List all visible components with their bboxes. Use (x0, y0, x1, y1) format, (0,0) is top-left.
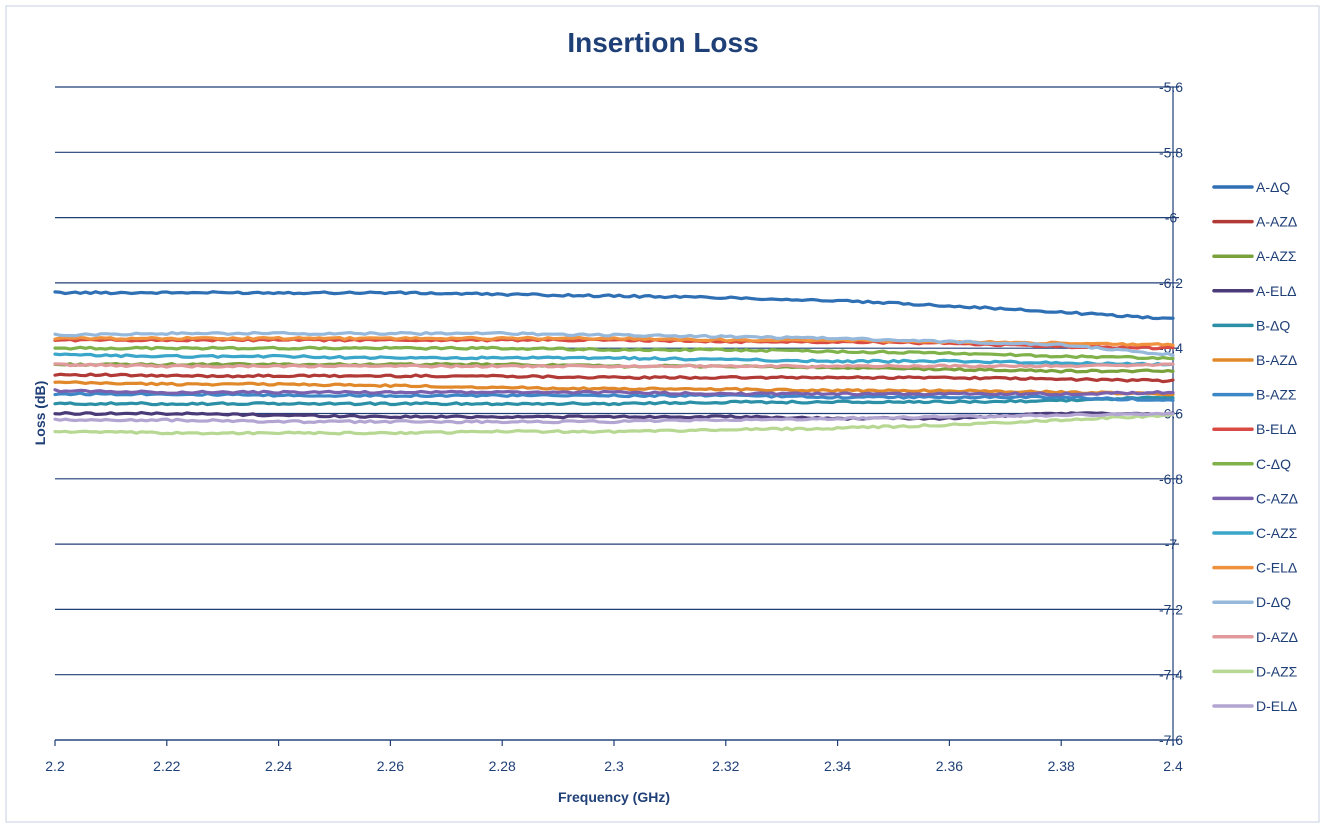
y-tick-label: -5.6 (1159, 79, 1183, 95)
x-axis-title: Frequency (GHz) (558, 789, 670, 805)
y-tick-label: -6.2 (1159, 275, 1183, 291)
y-tick-label: -7.6 (1159, 732, 1183, 748)
series-line-16 (53, 411, 1175, 425)
x-tick-label: 2.22 (153, 758, 180, 774)
legend-label-13: D-ΔQ (1256, 594, 1291, 610)
legend-label-5: B-ΔQ (1256, 317, 1290, 333)
x-tick-label: 2.32 (712, 758, 739, 774)
series-line-5 (53, 395, 1175, 407)
legend-label-14: D-AZΔ (1256, 629, 1298, 645)
legend-label-3: A-AZΣ (1256, 248, 1297, 264)
legend-label-10: C-AZΔ (1256, 490, 1298, 506)
x-tick-label: 2.3 (604, 758, 624, 774)
x-tick-label: 2.34 (824, 758, 851, 774)
legend-label-9: C-ΔQ (1256, 456, 1291, 472)
series-line-11 (53, 352, 1175, 367)
y-axis-title: Loss (dB) (32, 381, 48, 446)
series-line-15 (53, 412, 1175, 436)
legend-label-8: B-ELΔ (1256, 421, 1296, 437)
legend-label-2: A-AZΔ (1256, 214, 1297, 230)
series-line-6 (53, 380, 1175, 397)
legend-label-1: A-ΔQ (1256, 179, 1290, 195)
legend-label-4: A-ELΔ (1256, 283, 1296, 299)
y-tick-label: -5.8 (1159, 144, 1183, 160)
chart-title: Insertion Loss (567, 27, 758, 58)
series-line-7 (53, 391, 1175, 402)
y-tick-label: -6 (1165, 210, 1178, 226)
x-tick-label: 2.26 (377, 758, 404, 774)
legend-label-11: C-AZΣ (1256, 525, 1298, 541)
legend-label-7: B-AZΣ (1256, 387, 1297, 403)
y-tick-label: -7.4 (1159, 667, 1183, 683)
series-line-9 (53, 345, 1175, 361)
series-line-2 (53, 372, 1175, 384)
y-tick-label: -6.8 (1159, 471, 1183, 487)
legend-label-12: C-ELΔ (1256, 560, 1297, 576)
series-line-1 (53, 290, 1175, 321)
series-line-10 (53, 388, 1175, 397)
x-tick-labels: 2.2 2.22 2.24 2.26 2.28 2.3 2.32 2.34 2.36 2.38 2.… (45, 758, 1183, 774)
y-tick-label: -7 (1165, 536, 1178, 552)
x-tick-label: 2.4 (1163, 758, 1183, 774)
x-tick-label: 2.28 (489, 758, 516, 774)
data-series (53, 290, 1175, 436)
gridlines (55, 86, 1173, 741)
legend-label-6: B-AZΔ (1256, 352, 1297, 368)
x-tick-label: 2.36 (936, 758, 963, 774)
series-line-14 (53, 362, 1175, 369)
legend: A-ΔQ A-AZΔ A-AZΣ A-ELΔ B-ΔQ B-AZΔ B-AZΣ B-ELΔ C-… (1212, 179, 1298, 714)
legend-label-15: D-AZΣ (1256, 663, 1298, 679)
x-tick-label: 2.2 (45, 758, 65, 774)
y-tick-label: -7.2 (1159, 601, 1183, 617)
x-tick-label: 2.38 (1048, 758, 1075, 774)
legend-label-16: D-ELΔ (1256, 698, 1297, 714)
series-line-13 (53, 330, 1175, 358)
x-tick-label: 2.24 (265, 758, 292, 774)
